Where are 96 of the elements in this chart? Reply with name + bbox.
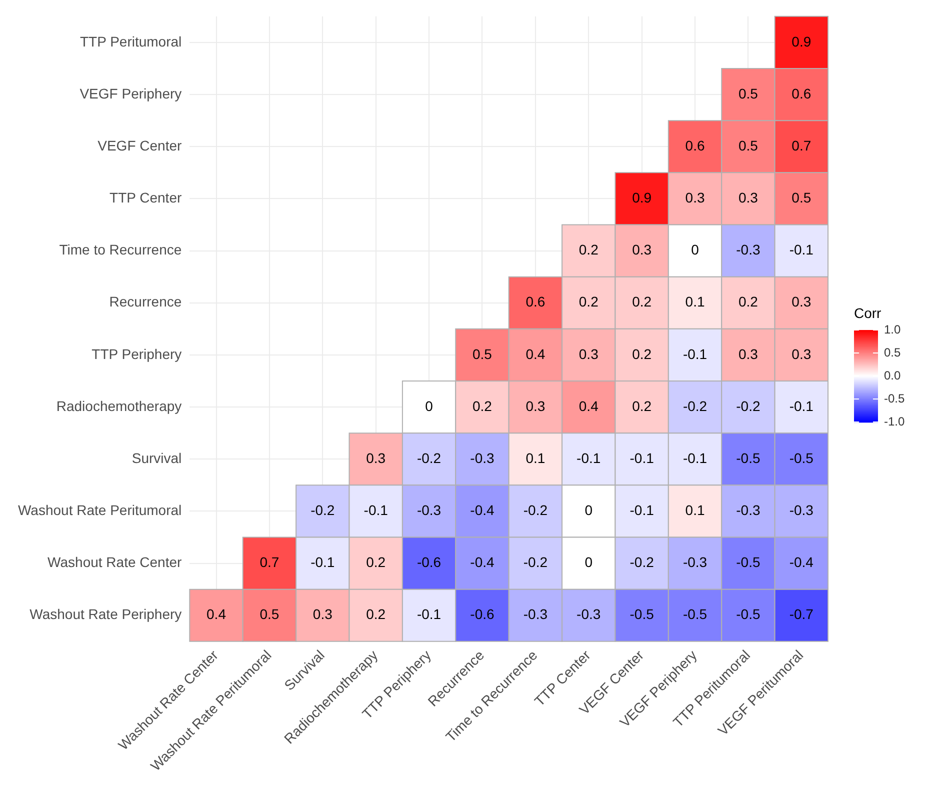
data-label: -0.3 bbox=[789, 502, 814, 518]
data-label: -0.2 bbox=[523, 554, 548, 570]
data-label: 0.4 bbox=[526, 346, 546, 362]
data-label: 0 bbox=[691, 242, 700, 258]
data-label: 0 bbox=[425, 398, 434, 414]
data-label: -0.3 bbox=[736, 242, 760, 258]
y-tick-label: Time to Recurrence bbox=[59, 242, 182, 258]
data-label: 0.5 bbox=[472, 346, 492, 362]
y-tick-label: TTP Peritumoral bbox=[80, 33, 182, 50]
data-label: 0.2 bbox=[472, 398, 492, 414]
data-label: 0.2 bbox=[632, 346, 652, 362]
data-label: 0.6 bbox=[685, 137, 705, 154]
y-tick-label: TTP Center bbox=[110, 190, 182, 206]
data-label: -0.1 bbox=[310, 554, 335, 570]
data-label: -0.3 bbox=[416, 502, 442, 518]
data-label: 0.1 bbox=[685, 294, 705, 310]
data-label: 0.3 bbox=[738, 346, 758, 362]
data-label: -0.1 bbox=[630, 502, 654, 518]
data-label: -0.4 bbox=[470, 554, 495, 570]
color-bar-label: 0.5 bbox=[884, 345, 902, 360]
data-label: -0.3 bbox=[736, 502, 760, 518]
y-tick-label: Radiochemotherapy bbox=[56, 398, 182, 414]
data-label: -0.1 bbox=[789, 242, 814, 258]
data-label: -0.6 bbox=[470, 606, 495, 622]
y-tick-label: Washout Rate Periphery bbox=[30, 606, 182, 622]
data-label: -0.2 bbox=[736, 398, 760, 414]
data-label: -0.2 bbox=[416, 450, 442, 466]
data-label: -0.5 bbox=[630, 606, 654, 622]
y-tick-label: Washout Rate Center bbox=[48, 554, 182, 570]
data-label: -0.2 bbox=[310, 502, 335, 518]
legend-title: Corr bbox=[854, 305, 882, 321]
data-label: 0.3 bbox=[312, 606, 333, 622]
data-label: -0.3 bbox=[576, 606, 601, 622]
data-label: 0 bbox=[584, 502, 593, 518]
data-label: 0.2 bbox=[632, 398, 652, 414]
color-bar-label: 0.0 bbox=[884, 368, 902, 382]
data-label: 0.3 bbox=[578, 346, 599, 362]
data-label: -0.7 bbox=[789, 606, 814, 622]
data-label: -0.5 bbox=[789, 450, 814, 466]
data-label: 0 bbox=[584, 554, 593, 570]
data-label: -0.4 bbox=[470, 502, 495, 518]
data-label: 0.3 bbox=[738, 190, 758, 206]
data-label: 0.6 bbox=[526, 294, 546, 310]
data-label: 0.4 bbox=[578, 398, 599, 414]
color-bar-label: -0.5 bbox=[884, 391, 906, 406]
y-tick-label: VEGF Periphery bbox=[80, 85, 182, 102]
data-label: -0.3 bbox=[523, 606, 548, 622]
data-label: 0.1 bbox=[685, 502, 705, 518]
y-tick-label: Recurrence bbox=[109, 294, 182, 310]
data-label: 0.5 bbox=[792, 190, 812, 206]
data-label: 0.9 bbox=[632, 190, 652, 206]
data-label: 0.6 bbox=[792, 85, 812, 102]
data-label: 0.3 bbox=[366, 450, 386, 466]
y-tick-label: VEGF Center bbox=[98, 137, 182, 154]
data-label: 0.1 bbox=[526, 450, 546, 466]
data-label: 0.3 bbox=[526, 398, 546, 414]
data-label: 0.2 bbox=[366, 606, 386, 622]
data-label: 0.2 bbox=[366, 554, 386, 570]
data-label: -0.1 bbox=[630, 450, 654, 466]
data-label: -0.2 bbox=[523, 502, 548, 518]
data-label: -0.1 bbox=[416, 606, 442, 622]
data-label: 0.9 bbox=[792, 33, 812, 50]
data-label: -0.3 bbox=[470, 450, 495, 466]
data-label: -0.1 bbox=[682, 450, 708, 466]
data-label: 0.5 bbox=[738, 85, 758, 102]
data-label: 0.2 bbox=[578, 242, 599, 258]
data-label: 0.2 bbox=[632, 294, 652, 310]
color-bar-label: -1.0 bbox=[884, 414, 906, 428]
data-label: 0.2 bbox=[738, 294, 758, 310]
data-label: -0.1 bbox=[682, 346, 708, 362]
data-label: -0.5 bbox=[736, 606, 760, 622]
data-label: -0.5 bbox=[736, 554, 760, 570]
data-label: -0.1 bbox=[364, 502, 388, 518]
data-label: -0.3 bbox=[682, 554, 708, 570]
data-label: 0.3 bbox=[792, 294, 812, 310]
y-tick-label: Survival bbox=[132, 450, 182, 466]
data-label: 0.3 bbox=[792, 346, 812, 362]
data-label: 0.7 bbox=[792, 137, 812, 154]
data-label: -0.1 bbox=[576, 450, 601, 466]
data-label: 0.5 bbox=[738, 137, 758, 154]
data-label: -0.2 bbox=[630, 554, 654, 570]
y-tick-label: Washout Rate Peritumoral bbox=[18, 502, 182, 518]
data-label: 0.3 bbox=[632, 242, 652, 258]
data-label: -0.4 bbox=[789, 554, 814, 570]
data-label: 0.5 bbox=[260, 606, 280, 622]
data-label: 0.2 bbox=[578, 294, 599, 310]
color-bar-label: 1.0 bbox=[884, 322, 902, 336]
data-label: -0.1 bbox=[789, 398, 814, 414]
y-tick-label: TTP Periphery bbox=[92, 346, 182, 362]
data-label: -0.6 bbox=[416, 554, 442, 570]
data-label: 0.7 bbox=[260, 554, 280, 570]
data-label: -0.2 bbox=[682, 398, 708, 414]
data-label: 0.4 bbox=[206, 606, 226, 622]
data-label: 0.3 bbox=[685, 190, 705, 206]
data-label: -0.5 bbox=[682, 606, 708, 622]
data-label: -0.5 bbox=[736, 450, 760, 466]
